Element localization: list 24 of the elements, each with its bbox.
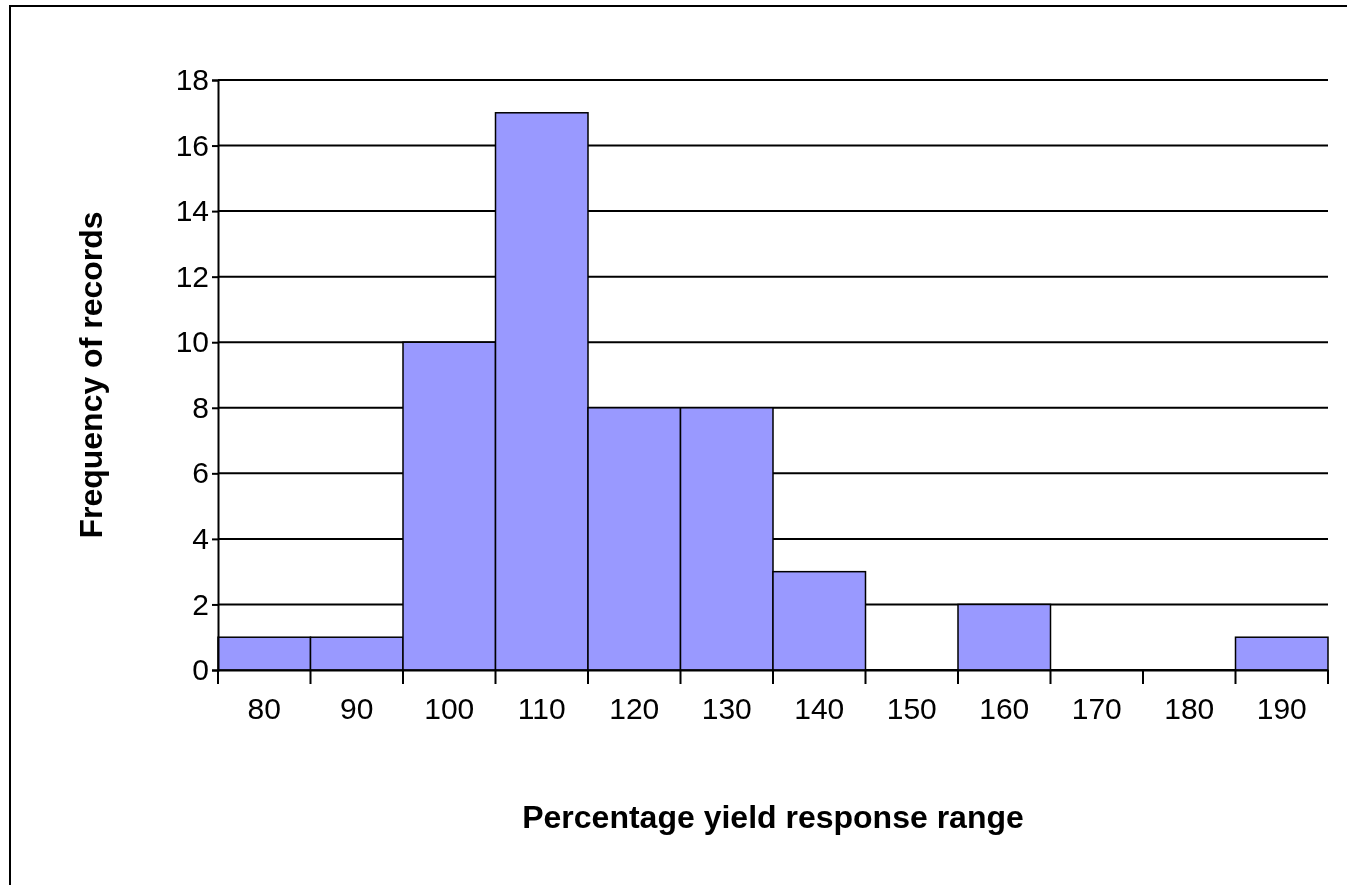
x-tick-label: 80: [247, 692, 281, 726]
y-tick-label: 0: [192, 653, 209, 687]
x-tick-label: 190: [1256, 692, 1307, 726]
x-tick-label: 150: [886, 692, 937, 726]
y-tick-label: 6: [192, 456, 209, 490]
y-tick-label: 14: [175, 194, 209, 228]
y-axis-title: Frequency of records: [73, 211, 109, 539]
y-tick-label: 12: [175, 259, 209, 293]
x-tick-label: 140: [794, 692, 845, 726]
x-axis-title: Percentage yield response range: [522, 799, 1024, 835]
x-tick-label: 130: [701, 692, 752, 726]
x-tick-label: 100: [424, 692, 475, 726]
x-tick-label: 90: [340, 692, 374, 726]
x-tick-label: 180: [1164, 692, 1215, 726]
y-tick-label: 18: [175, 63, 209, 97]
y-tick-label: 16: [175, 128, 209, 162]
x-tick-label: 120: [609, 692, 660, 726]
y-tick-label: 10: [175, 325, 209, 359]
y-tick-label: 2: [192, 587, 209, 621]
x-tick-label: 110: [517, 692, 566, 726]
x-tick-label: 160: [979, 692, 1030, 726]
x-tick-label: 170: [1071, 692, 1122, 726]
y-tick-label: 8: [192, 390, 209, 424]
y-tick-label: 4: [192, 521, 209, 555]
